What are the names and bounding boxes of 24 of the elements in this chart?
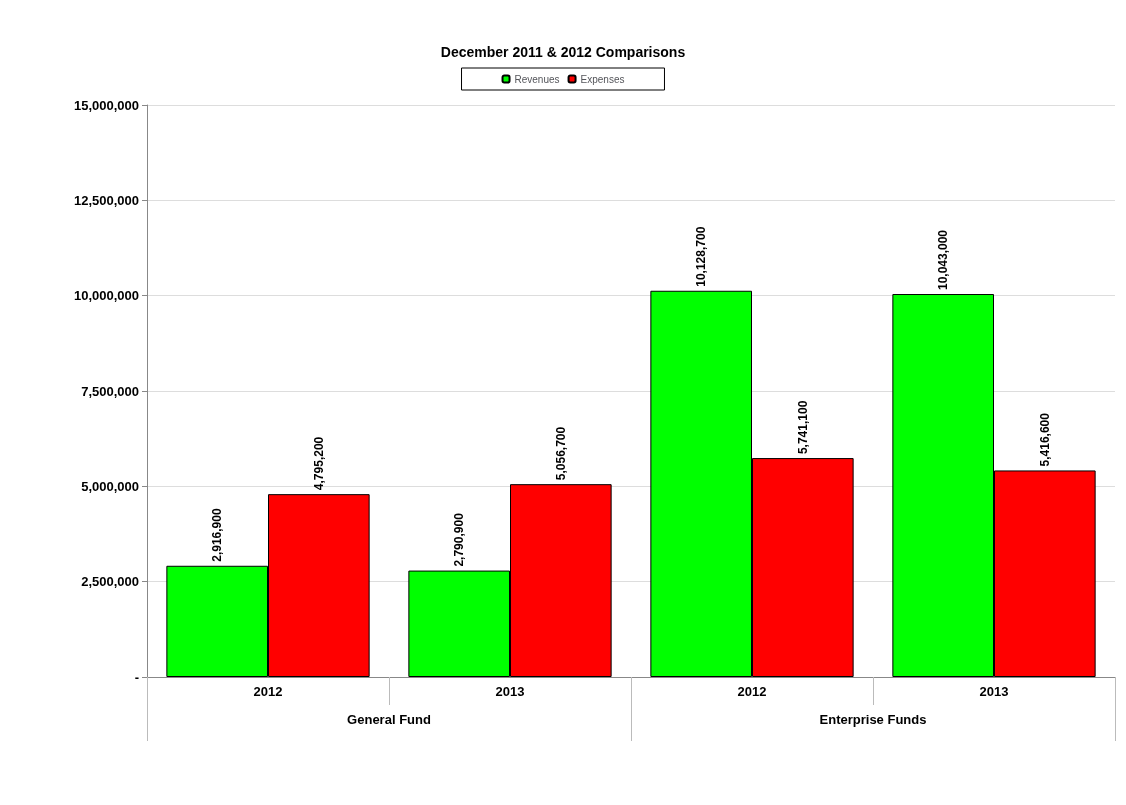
data-label: 2,790,900 <box>452 512 467 567</box>
data-label: 10,043,000 <box>936 229 951 291</box>
data-label: 4,795,200 <box>311 436 326 491</box>
data-label: 10,128,700 <box>694 226 709 287</box>
y-tick-label: - <box>134 669 139 685</box>
y-tick-label: 12,500,000 <box>73 192 139 208</box>
x-tick-label: 2012 <box>737 684 767 699</box>
x-tick-label: 2013 <box>979 684 1009 699</box>
y-tick-label: 2,500,000 <box>81 574 139 590</box>
x-tick-label: 2013 <box>495 684 525 699</box>
legend-label: Expenses <box>580 73 625 85</box>
data-label: 5,741,100 <box>795 400 810 455</box>
data-label: 5,416,600 <box>1037 412 1052 467</box>
chart-title: December 2011 & 2012 Comparisons <box>440 44 686 60</box>
data-label: 2,916,900 <box>210 508 225 562</box>
y-tick-label: 7,500,000 <box>81 383 139 399</box>
data-label: 5,056,700 <box>553 426 568 481</box>
x-tick-label: 2012 <box>253 684 283 699</box>
legend-label: Revenues <box>514 73 560 85</box>
y-tick-label: 10,000,000 <box>73 288 139 304</box>
text: General Fund <box>347 712 431 727</box>
y-tick-label: 15,000,000 <box>73 97 139 113</box>
y-tick-label: 5,000,000 <box>81 478 139 494</box>
text: Enterprise Funds <box>819 712 927 727</box>
